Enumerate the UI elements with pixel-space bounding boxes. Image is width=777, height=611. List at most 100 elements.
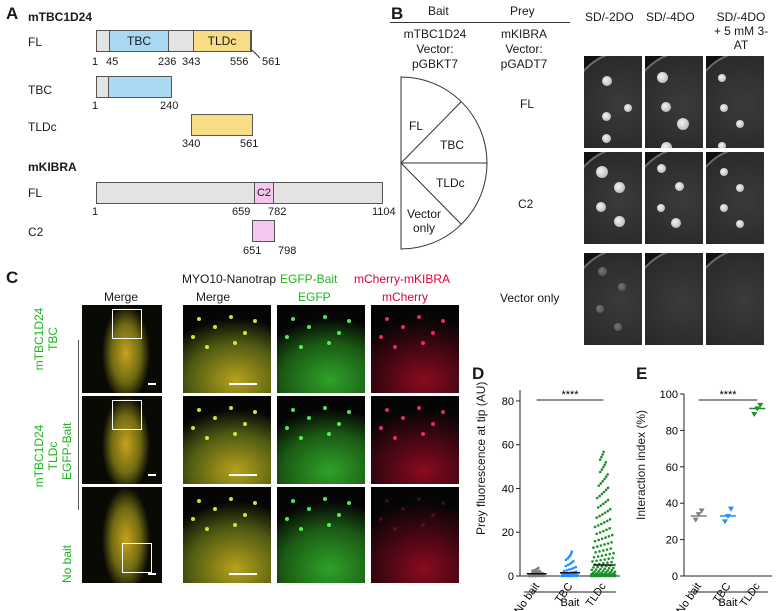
- data-point: [576, 574, 580, 577]
- data-point: [600, 571, 604, 574]
- data-point: [603, 463, 606, 467]
- filopodia-tip: [291, 317, 295, 321]
- row-label-nobait: No bait: [60, 544, 74, 583]
- tbc-tick-240: 240: [160, 100, 179, 112]
- filopodia-tip: [431, 422, 435, 426]
- data-point: [604, 488, 608, 492]
- data-point: [601, 479, 605, 483]
- col-merge-2: Merge: [196, 290, 231, 304]
- data-point: [594, 568, 598, 571]
- data-point: [596, 555, 600, 558]
- protein2-name: mKIBRA: [28, 160, 77, 174]
- data-point: [599, 558, 602, 562]
- yeast-colony: [718, 74, 726, 82]
- filopodia-tip: [213, 507, 217, 511]
- data-point: [565, 573, 569, 577]
- filopodia-tip: [385, 408, 389, 412]
- bait-row-tbc: TBC: [440, 138, 464, 152]
- filopodia-tip: [393, 345, 397, 349]
- micrograph-r3-merge: [183, 487, 271, 583]
- tick-561: 561: [262, 56, 281, 68]
- filopodia-tip: [307, 416, 311, 420]
- data-point: [600, 522, 603, 526]
- data-point: [606, 569, 609, 572]
- media-4do-3at-line2: + 5 mM 3-AT: [713, 24, 769, 52]
- data-point: [607, 557, 610, 561]
- data-point: [608, 552, 612, 556]
- yeast-colony: [602, 112, 611, 121]
- panel-c-label: C: [6, 268, 19, 287]
- yeast-colony: [596, 305, 604, 313]
- filopodia-tip: [299, 345, 303, 349]
- data-point: [595, 545, 599, 548]
- filopodia-tip: [417, 315, 421, 319]
- bait-header: Bait: [428, 4, 449, 18]
- data-point: [600, 537, 604, 541]
- data-point: [592, 546, 595, 549]
- filopodia-tip: [253, 410, 257, 414]
- yeast-colony: [614, 182, 625, 193]
- data-point: [610, 540, 613, 544]
- data-point: [590, 568, 594, 572]
- yeast-plate-r3-c1: [584, 253, 642, 345]
- yeast-plate-r3-c3: [706, 253, 764, 345]
- micrograph-r1-merge-cell: [82, 305, 162, 393]
- data-point: [605, 528, 608, 532]
- data-point: [574, 573, 577, 576]
- filopodia-tip: [417, 497, 421, 501]
- micrograph-r2-mcherry: [371, 396, 459, 484]
- data-point: [597, 569, 601, 573]
- x-tick-label: No bait: [512, 581, 542, 611]
- data-point: [591, 560, 594, 563]
- data-point: [599, 482, 603, 485]
- data-point: [612, 551, 615, 555]
- y-tick-label: 20: [666, 535, 678, 547]
- data-point: [598, 458, 602, 461]
- filopodia-tip: [401, 507, 405, 511]
- prey-header: Prey: [510, 4, 535, 18]
- filopodia-tip: [233, 341, 237, 345]
- data-point: [598, 531, 602, 534]
- filopodia-tip: [379, 335, 383, 339]
- data-point: [602, 490, 606, 494]
- filopodia-tip: [431, 331, 435, 335]
- yeast-plate-r2-c3: [706, 152, 764, 244]
- data-point: [603, 558, 606, 561]
- data-point: [608, 507, 612, 511]
- plate-disk: [584, 152, 642, 244]
- filopodia-tip: [327, 432, 331, 436]
- data-point: [596, 565, 599, 569]
- y-tick-label: 40: [502, 483, 514, 495]
- filopodia-tip: [285, 517, 289, 521]
- data-point: [600, 492, 604, 496]
- kibra-label-c2: C2: [28, 225, 44, 239]
- data-point: [698, 508, 705, 514]
- data-point: [602, 465, 605, 469]
- data-point: [602, 502, 605, 506]
- y-tick-label: 80: [666, 425, 678, 437]
- data-point: [595, 559, 598, 563]
- data-point: [610, 533, 614, 537]
- data-point: [607, 535, 611, 538]
- x-tick-label: TLDc: [584, 580, 609, 609]
- filopodia-tip: [233, 523, 237, 527]
- bait-name: mTBC1D24: [403, 27, 467, 41]
- filopodia-tip: [229, 315, 233, 319]
- filopodia-tip: [385, 499, 389, 503]
- scale-bar: [148, 573, 156, 575]
- data-point: [598, 470, 602, 474]
- data-point: [598, 550, 601, 553]
- plate-disk: [706, 253, 764, 345]
- micrograph-r1-merge: [183, 305, 271, 393]
- yeast-colony: [602, 134, 611, 143]
- data-point: [593, 539, 597, 543]
- construct-label-fl: FL: [28, 35, 43, 49]
- filopodia-tip: [191, 517, 195, 521]
- row-label-tldc-line2: TLDc: [46, 441, 60, 471]
- yeast-plate-r2-c1: [584, 152, 642, 244]
- prey-desc: mKIBRA Vector: pGADT7: [484, 27, 564, 72]
- tbc-domain: TBC: [109, 30, 169, 52]
- y-tick-label: 0: [672, 571, 678, 583]
- data-point: [602, 549, 605, 552]
- yeast-colony: [596, 166, 608, 178]
